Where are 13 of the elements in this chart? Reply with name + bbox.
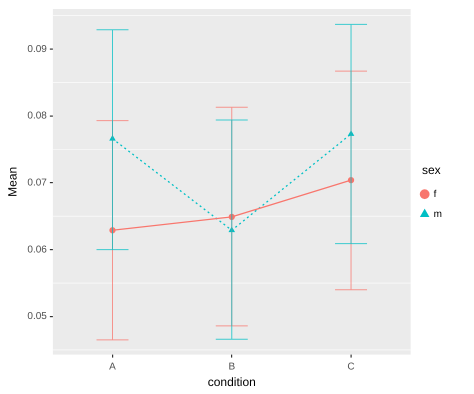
x-tick-label: C <box>347 361 355 372</box>
y-tick-label: 0.06 <box>27 244 48 256</box>
y-tick-label: 0.05 <box>27 311 48 322</box>
x-tick-label: A <box>109 361 116 372</box>
x-tick-label: B <box>228 361 236 372</box>
legend-label: f <box>434 188 437 200</box>
y-axis-title: Mean <box>6 166 20 197</box>
legend-title: sex <box>422 163 441 178</box>
y-tick-label: 0.07 <box>27 178 48 189</box>
x-axis-title: condition <box>208 375 256 390</box>
y-tick-label: 0.09 <box>27 44 48 55</box>
y-tick-label: 0.08 <box>27 110 48 122</box>
legend-label: m <box>434 208 442 220</box>
